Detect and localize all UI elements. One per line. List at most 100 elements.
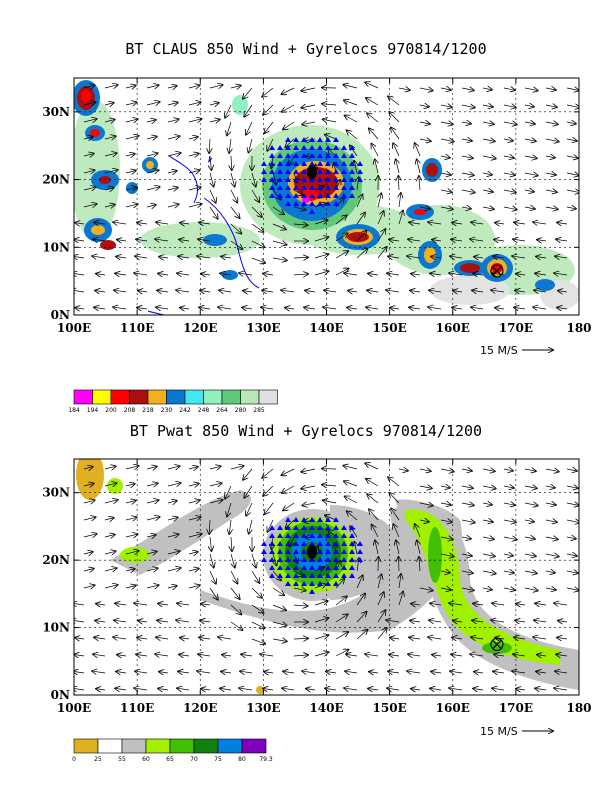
wind-vector [354, 542, 357, 555]
colorbar-swatch [145, 738, 171, 754]
wind-vector [389, 655, 400, 656]
gyre-marker [333, 557, 339, 562]
wind-vector [117, 655, 127, 656]
wind-vector [482, 520, 493, 522]
wind-vector [344, 481, 358, 487]
wind-vector [440, 105, 452, 107]
wind-vector [134, 688, 148, 690]
colorbar-panel2: 0 25 55 60 65 70 75 80 79.3 [72, 738, 273, 763]
wind-vector [200, 291, 211, 292]
colorbar-swatch [147, 389, 167, 405]
colorbar-label: 248 [198, 407, 210, 414]
wind-vector [524, 571, 537, 573]
gyre-marker [333, 177, 339, 182]
gyre-center-marker [307, 165, 317, 179]
wind-vector [335, 650, 348, 657]
wind-vector [242, 308, 253, 309]
wind-vector [566, 122, 576, 124]
wind-vector [83, 170, 95, 173]
gyre-marker [333, 541, 339, 546]
gyre-marker [301, 137, 307, 142]
wind-vector [451, 654, 463, 656]
wind-vector [396, 159, 399, 174]
panel1-title: BT CLAUS 850 Wind + Gyrelocs 970814/1200 [125, 40, 487, 58]
wind-vector [188, 85, 200, 88]
wind-vector [104, 170, 118, 173]
wind-vector [524, 139, 536, 141]
lon-tick-label: 110E [120, 321, 154, 335]
wind-vector [230, 621, 242, 630]
wind-vector [365, 463, 379, 470]
wind-vector [272, 258, 287, 260]
wind-vector [227, 502, 232, 516]
wind-vector [125, 586, 136, 588]
wind-vector [386, 620, 400, 622]
lat-tick-label: 10N [42, 621, 70, 635]
wind-vector [249, 519, 252, 534]
wind-vector [209, 587, 218, 600]
wind-vector [167, 204, 179, 207]
wind-vector [452, 638, 463, 639]
gyre-marker [317, 573, 323, 578]
wind-vector [450, 671, 463, 673]
wind-vector [419, 105, 429, 107]
wind-vector [114, 290, 127, 292]
circled-x-cross [492, 266, 502, 276]
wind-vector [322, 485, 337, 486]
wind-vector [209, 138, 210, 153]
colorbar-swatch [203, 389, 223, 405]
wind-vector [157, 620, 169, 622]
lon-tick-label: 120E [183, 701, 217, 715]
colorbar-label: 75 [214, 756, 222, 763]
wind-vector [74, 256, 85, 258]
wind-vector [566, 486, 578, 488]
wind-vector [356, 575, 363, 589]
wind-vector [335, 251, 348, 259]
wind-vector [104, 85, 118, 88]
lat-tick-label: 0N [51, 308, 70, 322]
wind-vector [491, 620, 505, 622]
wind-vector [449, 603, 463, 605]
wind-vector [503, 486, 514, 488]
wind-vector [461, 486, 473, 488]
gyre-marker [301, 565, 307, 570]
colorbar-swatch [129, 389, 149, 405]
gyre-marker [293, 573, 299, 578]
wind-vector [209, 570, 216, 584]
wind-vector [566, 207, 576, 209]
lon-tick-label: 180 [566, 321, 591, 335]
wind-vector [557, 223, 568, 224]
wind-vector [230, 466, 244, 469]
gyre-marker [317, 193, 323, 198]
gyre-marker [309, 153, 315, 158]
wind-vector [482, 207, 494, 209]
wind-vector [524, 520, 534, 522]
wind-vector [492, 603, 505, 605]
gyre-marker [301, 193, 307, 198]
wind-vector [75, 308, 85, 309]
wind-vector [156, 307, 169, 309]
wind-vector [410, 621, 421, 622]
wind-vector [188, 534, 202, 537]
wind-vector [167, 171, 177, 173]
wind-vector [188, 552, 198, 554]
gyre-marker [325, 541, 331, 546]
wind-vector [262, 290, 274, 292]
gyre-marker [277, 161, 283, 166]
gyre-marker [285, 549, 291, 554]
wind-vector [262, 87, 274, 97]
gyre-marker [277, 145, 283, 150]
wind-vector [167, 153, 181, 156]
wind-vector [335, 233, 348, 242]
wind-vector [146, 552, 157, 554]
wind-vector [209, 466, 221, 469]
wind-vector [273, 172, 276, 184]
wind-vector [409, 637, 421, 639]
gyre-marker [309, 201, 315, 206]
wind-vector [346, 654, 358, 656]
wind-vector [503, 588, 515, 590]
colorbar-label: 242 [179, 407, 191, 414]
colorbar-label: 0 [72, 756, 76, 763]
wind-vector [372, 525, 379, 538]
gyre-marker [301, 581, 307, 586]
